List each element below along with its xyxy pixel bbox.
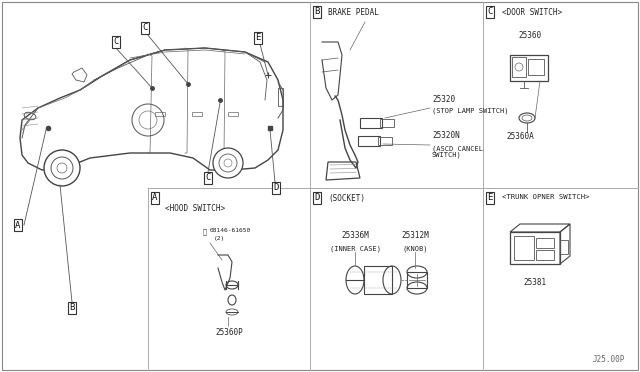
Text: A: A bbox=[152, 193, 157, 202]
Text: 25381: 25381 bbox=[524, 278, 547, 287]
Text: (2): (2) bbox=[214, 236, 225, 241]
Text: (ASCD CANCEL: (ASCD CANCEL bbox=[432, 145, 483, 151]
Text: B: B bbox=[314, 7, 320, 16]
Text: 08146-61650: 08146-61650 bbox=[210, 228, 252, 233]
Text: E: E bbox=[255, 33, 260, 42]
Bar bbox=[278, 88, 283, 106]
Bar bbox=[407, 272, 427, 288]
Text: D: D bbox=[314, 193, 320, 202]
Bar bbox=[510, 232, 560, 264]
Text: 25312M: 25312M bbox=[401, 231, 429, 240]
Bar bbox=[528, 59, 544, 75]
Text: 25336M: 25336M bbox=[341, 231, 369, 240]
Text: 25360A: 25360A bbox=[506, 132, 534, 141]
Bar bbox=[536, 250, 554, 260]
Bar bbox=[378, 137, 392, 145]
Text: C: C bbox=[205, 173, 211, 183]
Text: <DOOR SWITCH>: <DOOR SWITCH> bbox=[502, 8, 562, 17]
Text: <HOOD SWITCH>: <HOOD SWITCH> bbox=[165, 204, 225, 213]
Bar bbox=[560, 240, 568, 254]
Bar bbox=[380, 119, 394, 127]
Text: J25.00P: J25.00P bbox=[593, 355, 625, 364]
Text: (INNER CASE): (INNER CASE) bbox=[330, 245, 381, 251]
Text: (STOP LAMP SWITCH): (STOP LAMP SWITCH) bbox=[432, 108, 509, 115]
Text: Ⓑ: Ⓑ bbox=[203, 229, 207, 235]
Text: 25360P: 25360P bbox=[215, 328, 243, 337]
Bar bbox=[228, 112, 238, 115]
Text: (KNOB): (KNOB) bbox=[403, 245, 428, 251]
Circle shape bbox=[213, 148, 243, 178]
Text: 25320N: 25320N bbox=[432, 131, 460, 140]
Text: (SOCKET): (SOCKET) bbox=[328, 194, 365, 203]
Text: B: B bbox=[69, 304, 75, 312]
Bar bbox=[514, 236, 534, 260]
Text: 25360: 25360 bbox=[518, 31, 541, 40]
Text: <TRUNK OPNER SWITCH>: <TRUNK OPNER SWITCH> bbox=[502, 194, 589, 200]
Bar bbox=[364, 266, 392, 294]
Bar bbox=[358, 136, 380, 146]
Bar bbox=[510, 55, 548, 81]
Text: C: C bbox=[113, 38, 118, 46]
Text: A: A bbox=[15, 221, 20, 230]
Bar bbox=[536, 238, 554, 248]
Text: C: C bbox=[142, 23, 148, 32]
Text: SWITCH): SWITCH) bbox=[432, 152, 461, 158]
Text: D: D bbox=[273, 183, 278, 192]
Text: BRAKE PEDAL: BRAKE PEDAL bbox=[328, 8, 379, 17]
Bar bbox=[512, 57, 526, 77]
Circle shape bbox=[44, 150, 80, 186]
Bar bbox=[360, 118, 382, 128]
Text: 25320: 25320 bbox=[432, 95, 455, 104]
Text: E: E bbox=[487, 193, 493, 202]
Bar bbox=[155, 112, 165, 115]
Bar bbox=[192, 112, 202, 115]
Text: C: C bbox=[487, 7, 493, 16]
